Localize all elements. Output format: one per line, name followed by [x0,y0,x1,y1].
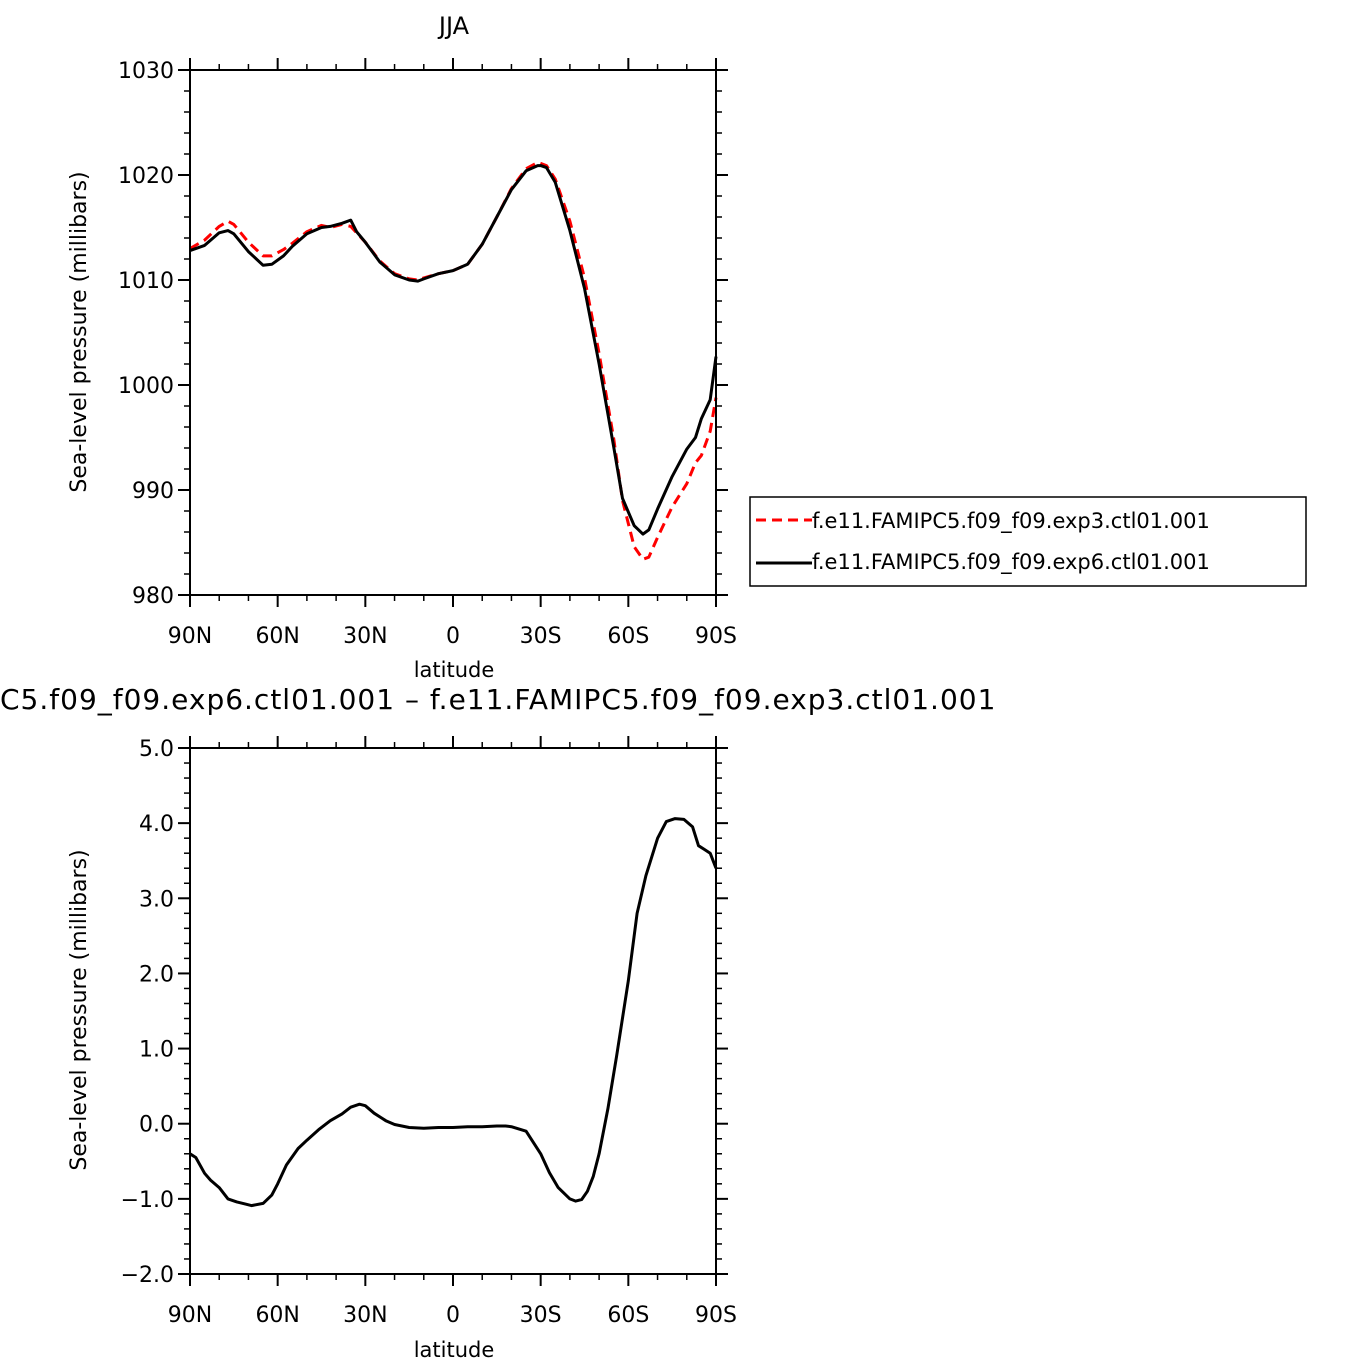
bottom-x-tick-label-4: 30S [520,1303,562,1328]
top-x-tick-label-1: 60N [255,624,299,649]
legend-box [749,496,1307,587]
legend-label-exp6: f.e11.FAMIPC5.f09_f09.exp6.ctl01.001 [812,550,1210,575]
top-x-tick-label-6: 90S [695,624,737,649]
bottom-y-axis-label: Sea-level pressure (millibars) [67,849,92,1170]
top-series-line-1 [189,164,718,536]
top-x-tick-label-0: 90N [168,624,212,649]
top-chart-title: JJA [437,12,470,40]
bottom-y-tick-label-6: 4.0 [139,812,174,837]
bottom-y-tick-label-2: 0.0 [139,1113,174,1138]
bottom-plot-frame [189,747,717,1275]
bottom-x-tick-label-2: 30N [343,1303,387,1328]
top-x-axis-label: latitude [414,658,495,682]
top-y-tick-label-1: 990 [132,479,174,504]
top-panel: JJA Sea-level pressure (millibars) latit… [67,12,737,682]
bottom-x-tick-label-3: 0 [446,1303,460,1328]
top-y-tick-label-2: 1000 [118,374,174,399]
bottom-series-line-0 [189,817,718,1208]
top-plot-frame [189,69,717,596]
bottom-x-tick-label-0: 90N [168,1303,212,1328]
top-x-tick-label-3: 0 [446,624,460,649]
bottom-x-ticks: 90N 60N 30N 0 30S 60S 90S [168,736,737,1328]
top-x-tick-label-2: 30N [343,624,387,649]
bottom-y-tick-label-0: −2.0 [121,1263,174,1288]
top-y-tick-label-3: 1010 [118,269,174,294]
top-y-ticks: 980 990 1000 1010 1020 1030 [118,59,728,609]
top-y-tick-label-4: 1020 [118,164,174,189]
bottom-chart-title: C5.f09_f09.exp6.ctl01.001 – f.e11.FAMIPC… [0,683,996,716]
bottom-y-tick-label-4: 2.0 [139,962,174,987]
bottom-y-tick-label-7: 5.0 [139,737,174,762]
top-series-line-0 [189,160,718,561]
top-x-tick-label-5: 60S [607,624,649,649]
legend-label-exp3: f.e11.FAMIPC5.f09_f09.exp3.ctl01.001 [812,509,1210,534]
bottom-x-tick-label-5: 60S [607,1303,649,1328]
bottom-y-ticks: −2.0 −1.0 0.0 1.0 2.0 3.0 4.0 5.0 [121,737,728,1288]
bottom-x-tick-label-1: 60N [255,1303,299,1328]
bottom-panel: C5.f09_f09.exp6.ctl01.001 – f.e11.FAMIPC… [0,683,996,1362]
top-series-lines [189,160,718,561]
top-y-tick-label-5: 1030 [118,59,174,84]
top-x-ticks: 90N 60N 30N 0 30S 60S 90S [168,58,737,649]
bottom-x-tick-label-6: 90S [695,1303,737,1328]
bottom-y-tick-label-3: 1.0 [139,1038,174,1063]
bottom-y-tick-label-5: 3.0 [139,887,174,912]
top-x-tick-label-4: 30S [520,624,562,649]
legend: f.e11.FAMIPC5.f09_f09.exp3.ctl01.001 f.e… [749,496,1307,587]
bottom-series-lines [189,817,718,1208]
top-y-axis-label: Sea-level pressure (millibars) [67,171,92,492]
bottom-y-tick-label-1: −1.0 [121,1188,174,1213]
top-y-tick-label-0: 980 [132,584,174,609]
bottom-x-axis-label: latitude [414,1338,495,1362]
